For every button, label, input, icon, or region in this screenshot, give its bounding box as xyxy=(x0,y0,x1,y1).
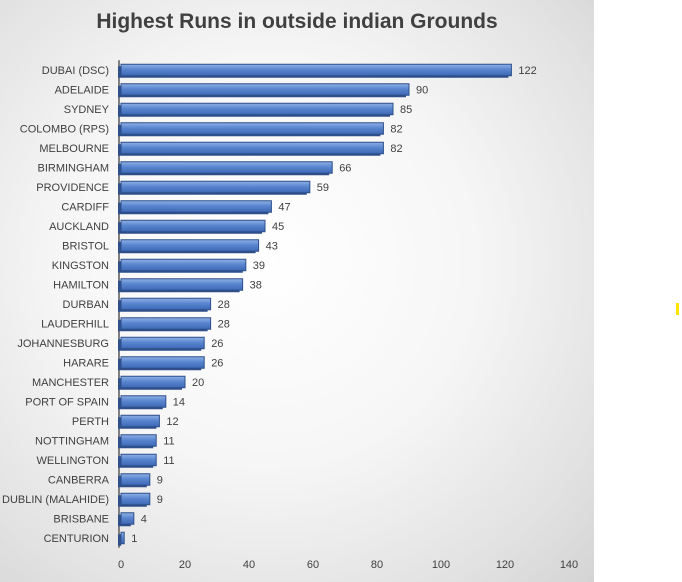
data-label: 9 xyxy=(157,475,163,487)
category-label: BRISTOL xyxy=(62,241,109,253)
bar xyxy=(120,219,266,233)
category-label: PROVIDENCE xyxy=(36,182,109,194)
data-label: 4 xyxy=(141,514,147,526)
x-tick-label: 0 xyxy=(118,559,124,571)
data-label: 38 xyxy=(250,280,262,292)
data-label: 59 xyxy=(317,182,329,194)
data-label: 9 xyxy=(157,494,163,506)
category-label: PORT OF SPAIN xyxy=(25,397,109,409)
category-label: WELLINGTON xyxy=(36,455,109,467)
data-label: 47 xyxy=(278,202,290,214)
data-label: 11 xyxy=(163,455,174,467)
bar xyxy=(120,336,205,350)
bar xyxy=(120,258,247,272)
category-label: SYDNEY xyxy=(64,104,110,116)
x-tick-label: 120 xyxy=(496,559,514,571)
chart-area: Highest Runs in outside indian Grounds D… xyxy=(0,0,594,582)
bar xyxy=(120,395,167,408)
bar xyxy=(120,63,512,77)
bar xyxy=(120,102,394,116)
category-label: MELBOURNE xyxy=(39,143,109,155)
category-label: KINGSTON xyxy=(52,260,109,272)
category-label: DURBAN xyxy=(63,299,110,311)
bar xyxy=(120,512,135,525)
category-label: CARDIFF xyxy=(61,202,109,214)
bar xyxy=(120,414,160,428)
category-label: NOTTINGHAM xyxy=(35,436,109,448)
data-label: 85 xyxy=(400,104,412,116)
bar xyxy=(120,453,157,467)
data-label: 14 xyxy=(173,397,185,409)
data-label: 12 xyxy=(166,416,178,428)
category-label: BRISBANE xyxy=(53,514,109,526)
category-label: COLOMBO (RPS) xyxy=(20,124,109,136)
category-label: DUBAI (DSC) xyxy=(42,65,109,77)
data-label: 1 xyxy=(131,533,137,545)
bar-chart: Highest Runs in outside indian Grounds D… xyxy=(2,10,578,571)
x-tick-label: 140 xyxy=(560,559,578,571)
data-label: 45 xyxy=(272,221,284,233)
bar xyxy=(120,200,272,213)
data-label: 82 xyxy=(390,124,402,136)
x-tick-label: 20 xyxy=(179,559,191,571)
data-label: 28 xyxy=(218,319,230,331)
category-label: CENTURION xyxy=(44,533,109,545)
category-label: HAMILTON xyxy=(53,280,109,292)
chart-title: Highest Runs in outside indian Grounds xyxy=(96,10,497,33)
bar xyxy=(120,375,186,389)
data-label: 26 xyxy=(211,338,223,350)
category-label: CANBERRA xyxy=(48,475,110,487)
bar xyxy=(120,278,244,291)
category-label: PERTH xyxy=(72,416,109,428)
bar xyxy=(120,161,333,174)
data-label: 90 xyxy=(416,85,428,97)
data-label: 122 xyxy=(518,65,536,77)
category-label: HARARE xyxy=(63,358,109,370)
category-label: AUCKLAND xyxy=(49,221,109,233)
data-label: 11 xyxy=(163,436,174,448)
category-label: MANCHESTER xyxy=(32,377,109,389)
category-label: LAUDERHILL xyxy=(41,319,109,331)
data-label: 26 xyxy=(211,358,223,370)
bar xyxy=(120,356,205,369)
data-label: 82 xyxy=(390,143,402,155)
data-label: 39 xyxy=(253,260,265,272)
data-label: 43 xyxy=(266,241,278,253)
bar xyxy=(120,531,125,545)
data-label: 66 xyxy=(339,163,351,175)
bar xyxy=(120,83,410,96)
bar xyxy=(120,122,384,135)
x-tick-label: 60 xyxy=(307,559,319,571)
bar xyxy=(120,239,260,252)
data-label: 20 xyxy=(192,377,204,389)
data-label: 28 xyxy=(218,299,230,311)
bar-depth xyxy=(118,534,122,546)
bar xyxy=(120,317,212,330)
category-label: DUBLIN (MALAHIDE) xyxy=(2,494,109,506)
bar xyxy=(120,180,311,194)
bar xyxy=(120,473,151,486)
x-tick-label: 40 xyxy=(243,559,255,571)
bar xyxy=(120,434,157,447)
bar xyxy=(120,492,151,506)
category-label: BIRMINGHAM xyxy=(38,163,110,175)
bar xyxy=(120,141,384,155)
x-tick-label: 100 xyxy=(432,559,450,571)
x-tick-label: 80 xyxy=(371,559,383,571)
category-label: ADELAIDE xyxy=(55,85,109,97)
yellow-marker xyxy=(676,303,679,315)
category-label: JOHANNESBURG xyxy=(17,338,109,350)
bar xyxy=(120,297,212,311)
